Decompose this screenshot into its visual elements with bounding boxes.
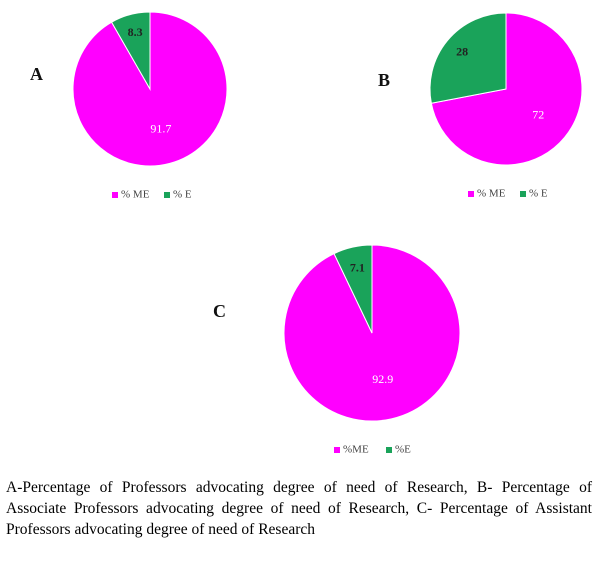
legend-swatch xyxy=(112,192,118,198)
chart-title: A xyxy=(30,64,43,84)
pie-slice xyxy=(333,244,373,334)
legend-swatch xyxy=(386,447,392,453)
legend-label: %ME xyxy=(343,444,369,456)
legend-swatch xyxy=(334,447,340,453)
legend-label: % E xyxy=(173,189,192,201)
legend-label: % E xyxy=(529,188,548,200)
data-label: 91.7 xyxy=(150,122,171,136)
caption: A-Percentage of Professors advocating de… xyxy=(6,479,592,538)
legend-label: %E xyxy=(395,444,411,456)
pie-slice xyxy=(110,11,151,91)
pie-slice xyxy=(430,12,583,166)
data-label: 8.3 xyxy=(128,25,143,39)
charts: A 91.7 8.3 % ME % E B 72 28 % ME % E C 92.9 7.1 %ME %E xyxy=(30,11,583,456)
legend-swatch xyxy=(164,192,170,198)
data-label: 28 xyxy=(456,44,468,58)
data-label: 92.9 xyxy=(372,372,393,386)
legend-label: % ME xyxy=(121,189,150,201)
pie-slice xyxy=(429,12,507,104)
legend-swatch xyxy=(520,191,526,197)
data-label: 7.1 xyxy=(350,260,365,274)
legend-swatch xyxy=(468,191,474,197)
data-label: 72 xyxy=(532,107,544,121)
chart-title: C xyxy=(213,301,226,321)
chart-title: B xyxy=(378,70,390,90)
legend-label: % ME xyxy=(477,188,506,200)
